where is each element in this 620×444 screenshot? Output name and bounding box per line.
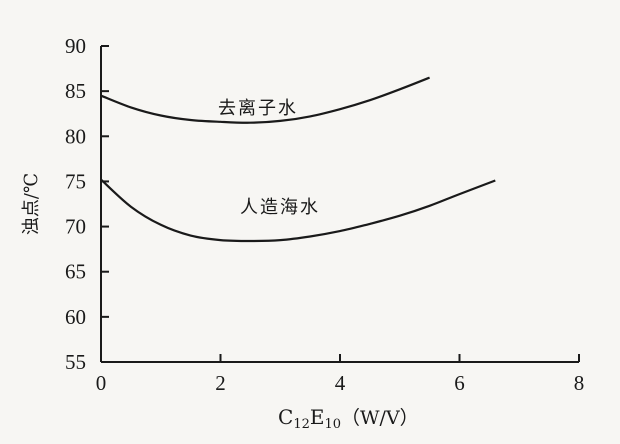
x-ticks: 0 2 4 6 8 [96, 354, 585, 395]
y-tick-label: 80 [65, 124, 86, 148]
axes [100, 46, 579, 363]
x-tick-label: 0 [96, 371, 107, 395]
y-tick-label: 85 [65, 79, 86, 103]
x-axis-title-unit: （W/V） [341, 407, 419, 429]
x-axis-title: C12E10（W/V） [278, 405, 419, 432]
series-line-deionized-water [100, 76, 431, 124]
series-label-artificial-seawater: 人造海水 [240, 197, 320, 218]
y-tick-label: 60 [65, 305, 86, 329]
x-tick-label: 6 [454, 371, 465, 395]
x-tick-label: 8 [574, 371, 585, 395]
y-axis-title: 浊点/℃ [21, 173, 42, 235]
y-tick-label: 65 [65, 260, 86, 284]
y-ticks: 55 60 65 70 75 80 85 90 [65, 34, 109, 374]
y-tick-label: 70 [65, 215, 86, 239]
x-axis-title-sub1: 12 [293, 417, 310, 432]
x-axis-title-sub2: 10 [324, 417, 341, 432]
y-tick-label: 75 [65, 169, 86, 193]
series-label-deionized-water: 去离子水 [218, 98, 298, 119]
x-axis-title-mid: E [310, 405, 325, 429]
series-group [100, 76, 496, 243]
x-tick-label: 2 [215, 371, 226, 395]
series-line-artificial-seawater [100, 178, 496, 243]
y-tick-label: 55 [65, 350, 86, 374]
series-labels: 去离子水 人造海水 [218, 98, 320, 218]
x-axis-title-main: C [278, 405, 293, 429]
y-tick-label: 90 [65, 34, 86, 58]
x-tick-label: 4 [335, 371, 346, 395]
